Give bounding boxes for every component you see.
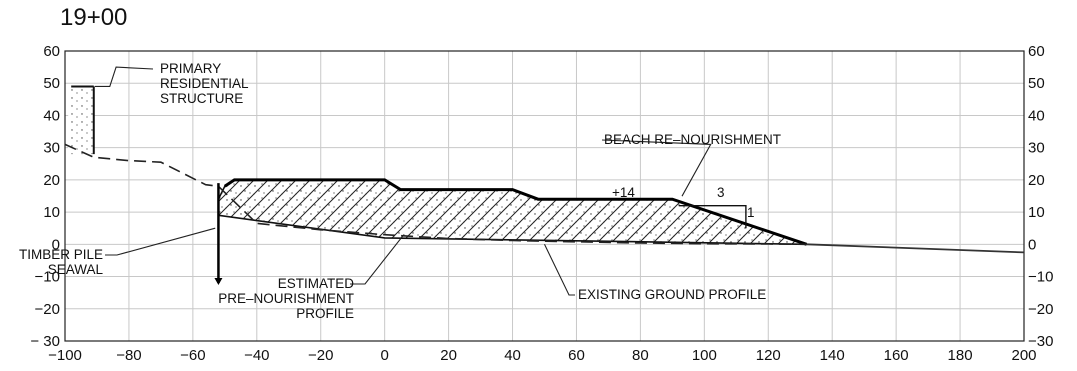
y-tick-label-right: 40 [1028, 107, 1045, 124]
y-tick-label-left: −20 [35, 301, 60, 318]
leader-line [350, 234, 405, 285]
y-tick-label-right: 30 [1028, 140, 1045, 157]
x-tick-label: 0 [380, 347, 388, 364]
slope-rise-label: 1 [747, 205, 755, 220]
renourishment-top-line [223, 178, 808, 246]
y-tick-label-left: 0 [52, 236, 60, 253]
slope-triangle [678, 204, 747, 229]
x-tick-label: 200 [1011, 347, 1036, 364]
leader-line [94, 66, 154, 87]
residential-structure [68, 86, 94, 155]
x-tick-label: −60 [180, 347, 205, 364]
y-tick-label-left: 60 [43, 43, 60, 60]
y-tick-label-right: 0 [1028, 236, 1036, 253]
y-tick-label-left: 20 [43, 172, 60, 189]
leader-line [105, 227, 216, 256]
x-tick-label: 100 [692, 347, 717, 364]
x-tick-label: 180 [948, 347, 973, 364]
y-tick-label-left: 10 [43, 204, 60, 221]
station-label: 19+00 [60, 4, 128, 31]
y-tick-label-right: −10 [1028, 269, 1053, 286]
x-tick-label: 120 [756, 347, 781, 364]
x-tick-label: 80 [632, 347, 649, 364]
y-tick-label-right: −30 [1028, 333, 1053, 350]
y-tick-label-right: 60 [1028, 43, 1045, 60]
beach-renourishment-label: BEACH RE–NOURISHMENT [604, 132, 781, 147]
timber-pile-tip [214, 278, 223, 285]
y-tick-label-right: −20 [1028, 301, 1053, 318]
x-tick-label: −100 [48, 347, 82, 364]
estimated-profile-label: ESTIMATED PRE–NOURISHMENT PROFILE [218, 276, 354, 321]
x-tick-label: 20 [440, 347, 457, 364]
existing-ground-profile-line [806, 243, 1025, 254]
x-tick-label: 40 [504, 347, 521, 364]
x-tick-label: 60 [568, 347, 585, 364]
y-tick-label-left: −10 [35, 269, 60, 286]
x-tick-label: 140 [820, 347, 845, 364]
y-tick-label-right: 50 [1028, 75, 1045, 92]
x-tick-label: −80 [116, 347, 141, 364]
crest-elevation-label: +14 [612, 185, 635, 200]
y-tick-label-right: 20 [1028, 172, 1045, 189]
plot-frame [64, 50, 1025, 342]
pre-nourishment-profile-line [64, 143, 807, 246]
primary-structure-label: PRIMARY RESIDENTIAL STRUCTURE [160, 61, 249, 106]
y-tick-label-left: 40 [43, 107, 60, 124]
leader-line [601, 139, 712, 197]
y-tick-label-left: 50 [43, 75, 60, 92]
slope-run-label: 3 [717, 185, 725, 200]
x-tick-label: −20 [308, 347, 333, 364]
y-tick-label-left: 30 [43, 140, 60, 157]
x-tick-label: −40 [244, 347, 269, 364]
existing-ground-label: EXISTING GROUND PROFILE [578, 287, 766, 302]
x-tick-label: 160 [884, 347, 909, 364]
timber-pile-label: TIMBER PILE SEAWAL [19, 247, 104, 277]
y-tick-label-left: − 30 [30, 333, 60, 350]
leader-line [544, 244, 575, 296]
y-tick-label-right: 10 [1028, 204, 1045, 221]
